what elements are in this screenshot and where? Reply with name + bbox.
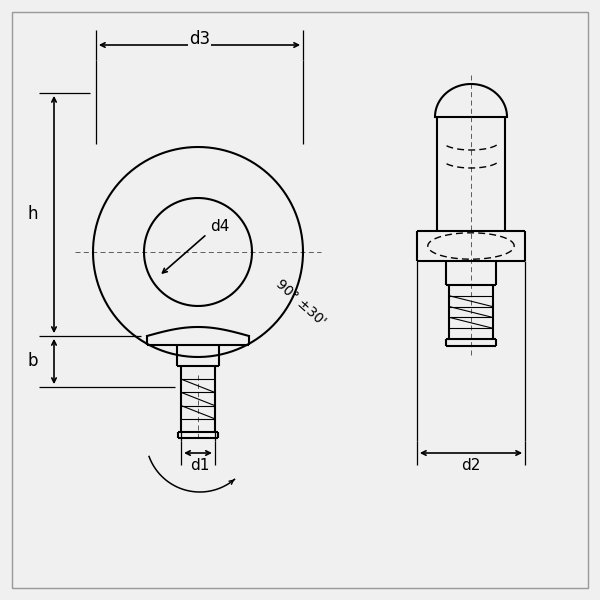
- Text: b: b: [28, 353, 38, 371]
- Text: h: h: [28, 205, 38, 223]
- Text: 90° ±30': 90° ±30': [273, 277, 328, 329]
- Text: d3: d3: [189, 30, 211, 48]
- Text: d2: d2: [461, 457, 481, 473]
- Text: d1: d1: [190, 457, 209, 473]
- Text: d4: d4: [210, 219, 229, 234]
